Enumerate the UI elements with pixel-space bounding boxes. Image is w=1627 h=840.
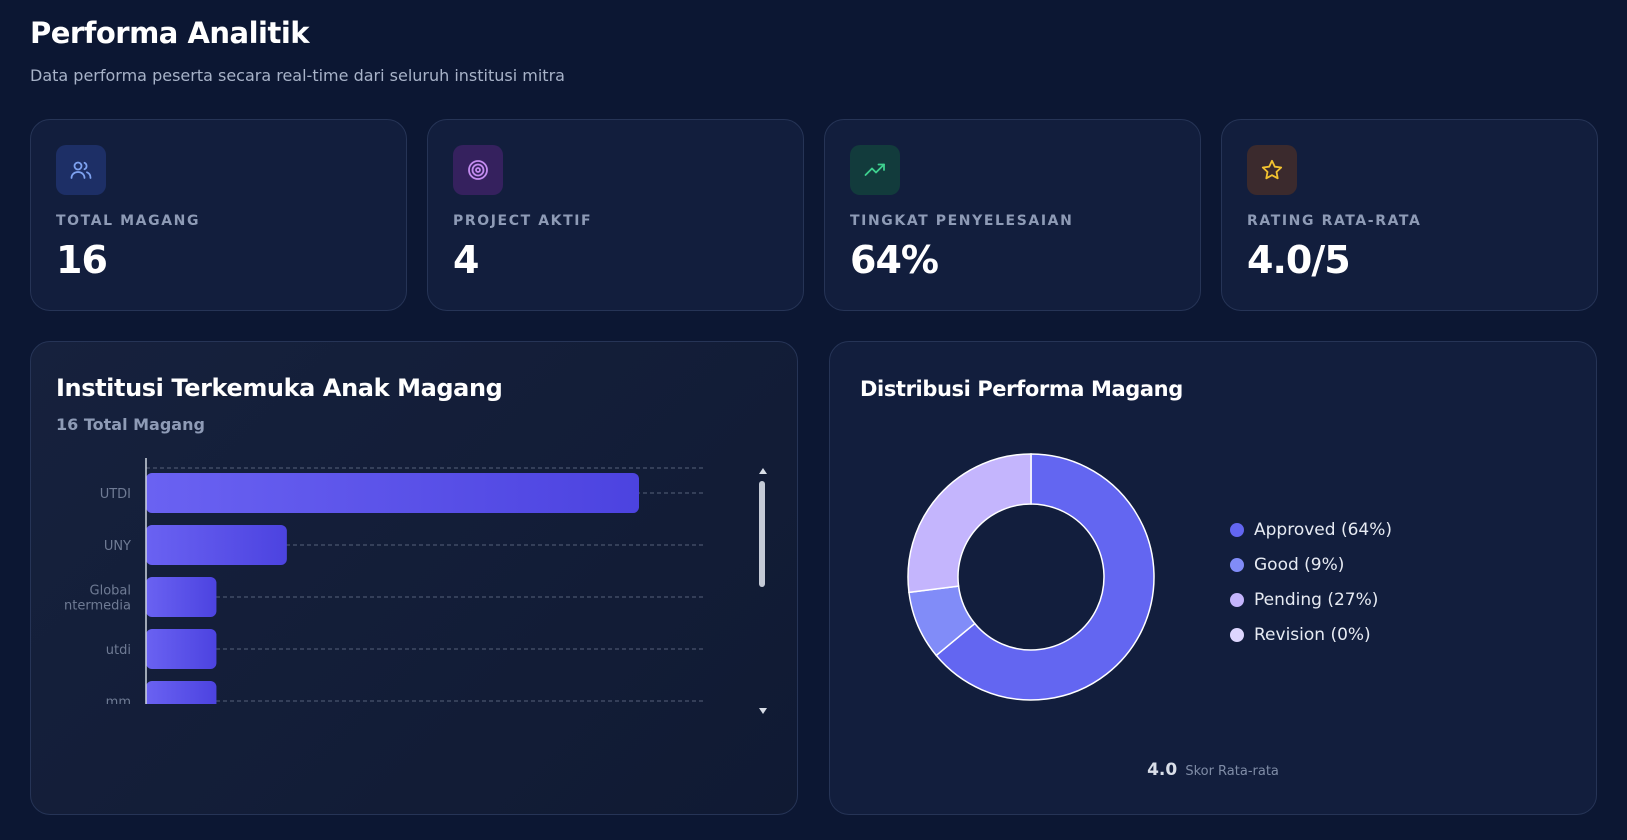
- chart-scrollbar-thumb[interactable]: [759, 481, 765, 587]
- stat-label: TOTAL MAGANG: [56, 213, 201, 229]
- bar[interactable]: [146, 629, 217, 669]
- stat-value: 16: [56, 238, 108, 282]
- legend-dot: [1230, 627, 1244, 642]
- page-title: Performa Analitik: [30, 16, 310, 50]
- legend-item[interactable]: Revision (0%): [1230, 617, 1392, 652]
- legend-label: Good (9%): [1254, 554, 1345, 575]
- bar[interactable]: [146, 681, 217, 721]
- legend-label: Approved (64%): [1254, 519, 1392, 540]
- donut-slice[interactable]: [935, 453, 1155, 701]
- legend-item[interactable]: Pending (27%): [1230, 582, 1392, 617]
- stat-card-tingkat-penyelesaian: TINGKAT PENYELESAIAN 64%: [824, 119, 1201, 311]
- stat-label: RATING RATA-RATA: [1247, 213, 1422, 229]
- bar[interactable]: [146, 473, 639, 513]
- bar-category-label: UTDI: [100, 487, 131, 502]
- legend-label: Pending (27%): [1254, 589, 1379, 610]
- bar-category-label: Global ntermedia: [64, 584, 131, 614]
- scroll-down-arrow-icon[interactable]: [759, 708, 767, 714]
- stat-label: TINGKAT PENYELESAIAN: [850, 213, 1074, 229]
- stat-card-rating-rata-rata: RATING RATA-RATA 4.0/5: [1221, 119, 1598, 311]
- distribution-donut-chart: [907, 453, 1155, 701]
- bar[interactable]: [146, 577, 217, 617]
- bar-category-label: UNY: [104, 539, 131, 554]
- star-icon: [1247, 145, 1297, 195]
- stat-value: 4: [453, 238, 479, 282]
- legend-item[interactable]: Approved (64%): [1230, 512, 1392, 547]
- trending-up-icon: [850, 145, 900, 195]
- target-icon: [453, 145, 503, 195]
- institutions-bar-chart: UTDI UNY Global ntermedia utdi mm: [64, 458, 706, 721]
- donut-slice[interactable]: [907, 453, 1032, 594]
- average-score-value: 4.0: [1147, 760, 1178, 780]
- donut-legend: Approved (64%) Good (9%) Pending (27%) Revi…: [1230, 512, 1392, 652]
- distribution-panel: Distribusi Performa Magang Approved (64%…: [829, 341, 1597, 815]
- institutions-title: Institusi Terkemuka Anak Magang: [56, 374, 503, 402]
- bar-category-label: mm: [106, 695, 131, 710]
- average-score-label: Skor Rata-rata: [1185, 764, 1279, 779]
- stat-card-total-magang: TOTAL MAGANG 16: [30, 119, 407, 311]
- legend-item[interactable]: Good (9%): [1230, 547, 1392, 582]
- stat-value: 4.0/5: [1247, 238, 1351, 282]
- scroll-up-arrow-icon[interactable]: [759, 468, 767, 474]
- legend-label: Revision (0%): [1254, 624, 1371, 645]
- stat-value: 64%: [850, 238, 939, 282]
- institutions-panel: Institusi Terkemuka Anak Magang 16 Total…: [30, 341, 798, 815]
- legend-dot: [1230, 557, 1244, 572]
- legend-dot: [1230, 592, 1244, 607]
- institutions-subtitle: 16 Total Magang: [56, 415, 205, 434]
- average-score: 4.0 Skor Rata-rata: [830, 760, 1596, 780]
- page-subtitle: Data performa peserta secara real-time d…: [30, 66, 565, 85]
- legend-dot: [1230, 522, 1244, 537]
- distribution-title: Distribusi Performa Magang: [860, 377, 1183, 401]
- stat-label: PROJECT AKTIF: [453, 213, 593, 229]
- bar[interactable]: [146, 525, 287, 565]
- stat-card-project-aktif: PROJECT AKTIF 4: [427, 119, 804, 311]
- users-icon: [56, 145, 106, 195]
- bar-category-label: utdi: [106, 643, 131, 658]
